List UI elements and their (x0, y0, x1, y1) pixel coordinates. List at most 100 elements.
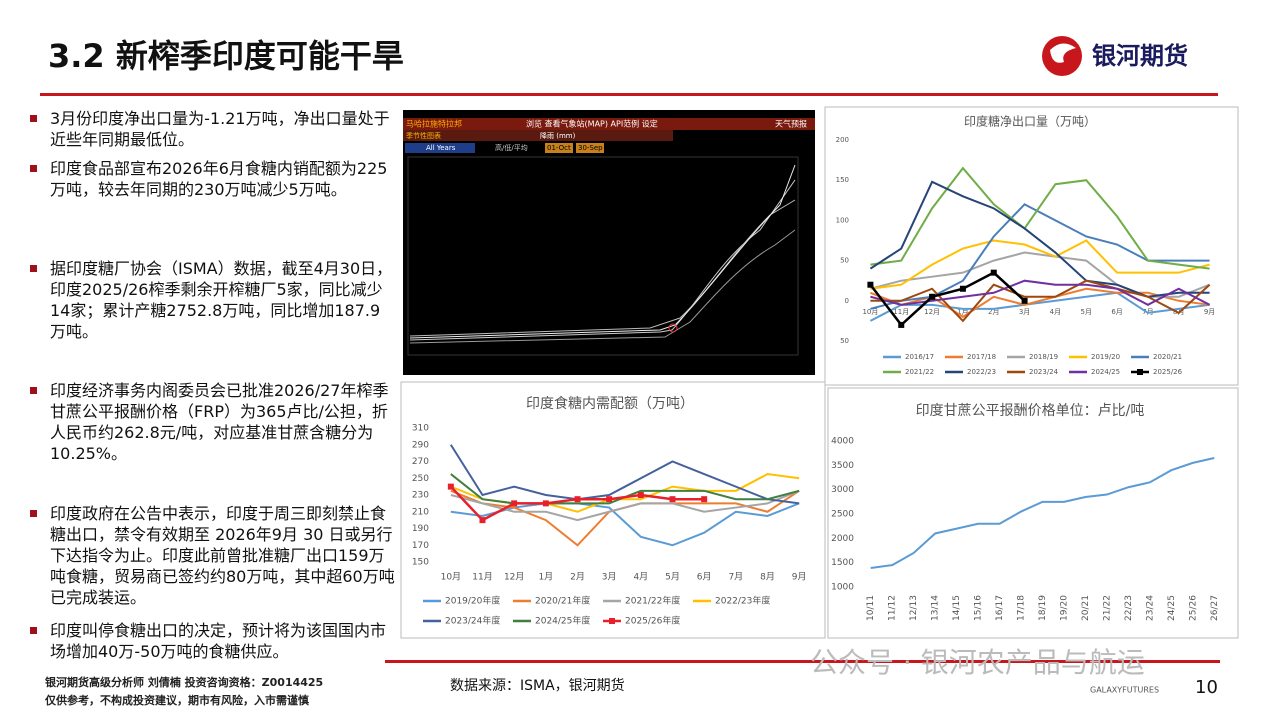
y-tick-label: 210 (412, 507, 429, 517)
x-tick-label: 20/21 (1081, 595, 1091, 621)
terminal-screenshot: 马哈拉施特拉邦 浏览 查看气象站(MAP) API范例 设定 天气预报 季节性图… (403, 110, 815, 375)
x-tick-label: 4月 (633, 572, 648, 583)
chart-frame (824, 106, 1239, 386)
legend-label: 2019/20年度 (445, 595, 500, 607)
series-marker (867, 281, 874, 288)
series-line (449, 444, 800, 505)
logo-text: 银河期货 (1092, 42, 1188, 70)
series-marker (542, 500, 549, 507)
footer-source: 数据来源：ISMA，银河期货 (450, 677, 625, 694)
x-tick-label: 3月 (602, 572, 617, 583)
x-tick-label: 23/24 (1145, 595, 1155, 621)
series-marker (1021, 297, 1028, 304)
x-tick-label: 8月 (760, 572, 775, 583)
legend-label: 2016/17 (905, 353, 934, 361)
y-tick-label: 290 (412, 440, 429, 450)
y-tick-label: 100 (836, 216, 849, 224)
x-tick-label: 21/22 (1102, 595, 1112, 621)
terminal-bar (403, 130, 673, 141)
terminal-marker (668, 323, 678, 333)
y-tick-label: 1000 (831, 583, 854, 593)
x-tick-label: 3月 (1019, 308, 1030, 316)
series-marker (479, 517, 486, 524)
x-tick-label: 10月 (862, 308, 878, 316)
x-tick-label: 14/15 (952, 595, 962, 621)
x-tick-label: 25/26 (1188, 595, 1198, 621)
x-tick-label: 10月 (441, 572, 461, 583)
terminal-field (545, 143, 573, 153)
legend-label: 2022/23 (967, 368, 996, 376)
y-tick-label: 0 (845, 297, 849, 305)
x-tick-label: 17/18 (1017, 595, 1027, 621)
x-tick-label: 15/16 (974, 595, 984, 621)
legend-marker (1137, 369, 1143, 375)
series-marker (637, 492, 644, 498)
legend-label: 2018/19 (1029, 353, 1058, 361)
legend-label: 2021/22 (905, 368, 934, 376)
x-tick-label: 2月 (570, 572, 585, 583)
terminal-tab (405, 143, 475, 153)
x-tick-label: 1月 (538, 572, 553, 583)
x-tick-label: 9月 (792, 572, 807, 583)
terminal-text: 01-Oct (547, 144, 571, 152)
y-tick-label: 170 (412, 541, 429, 551)
x-tick-label: 5月 (1081, 308, 1092, 316)
x-tick-label: 7月 (728, 572, 743, 583)
series-line (450, 489, 800, 522)
header-rule (40, 93, 1218, 96)
terminal-text: 季节性图表 (406, 131, 441, 140)
series-line (450, 502, 800, 547)
x-tick-label: 19/20 (1059, 595, 1069, 621)
y-tick-label: 50 (840, 257, 849, 265)
terminal-text: 天气预报 (775, 119, 807, 129)
y-tick-label: 1500 (831, 558, 854, 568)
y-tick-label: 2500 (831, 510, 854, 520)
y-tick-label: 190 (412, 524, 429, 534)
series-marker (447, 483, 454, 490)
series-marker (511, 500, 518, 507)
bullet: 印度政府在公告中表示，印度于周三即刻禁止食糖出口，禁令有效期至 2026年9月 … (30, 504, 395, 607)
legend-label: 2020/21年度 (535, 595, 590, 607)
y-tick-label: 2000 (831, 534, 854, 544)
bullet: 印度叫停食糖出口的决定，预计将为该国国内市场增加40万-50万吨的食糖供应。 (30, 620, 396, 662)
terminal-field (576, 143, 604, 153)
series-marker (669, 496, 676, 503)
y-tick-label: 3000 (831, 485, 854, 495)
y-tick-label: 200 (836, 136, 849, 144)
y-tick-label: 310 (412, 424, 429, 434)
series-marker (701, 496, 708, 503)
y-tick-label: 150 (412, 558, 429, 568)
chart-frame (827, 387, 1239, 639)
x-tick-label: 26/27 (1210, 595, 1220, 621)
x-tick-label: 16/17 (995, 595, 1005, 621)
legend-label: 2021/22年度 (625, 595, 680, 607)
footer-analyst: 银河期货高级分析师 刘倩楠 投资咨询资格：Z0014425 (45, 675, 323, 689)
x-tick-label: 12月 (924, 308, 940, 316)
x-tick-label: 10/11 (866, 595, 876, 621)
legend-label: 2025/26年度 (625, 615, 680, 627)
series-line (870, 251, 1210, 298)
series-line (870, 239, 1210, 290)
legend-label: 2024/25年度 (535, 615, 590, 627)
legend-label: 2020/21 (1153, 353, 1182, 361)
terminal-text: 30-Sep (578, 144, 603, 152)
terminal-text: 高/低/平均 (495, 143, 528, 152)
footer-brand: GALAXYFUTURES (1090, 686, 1159, 695)
footer-rule (385, 660, 1220, 663)
logo-swoosh (1050, 43, 1076, 63)
legend-marker (609, 618, 615, 624)
legend-label: 2023/24 (1029, 368, 1059, 376)
x-tick-label: 6月 (697, 572, 712, 583)
terminal-text: 马哈拉施特拉邦 (406, 119, 462, 129)
series-line (869, 271, 1026, 327)
chart-frame (400, 381, 826, 639)
series-line (870, 457, 1215, 570)
series-marker (929, 293, 936, 300)
watermark: 公众号 · 银河农产品与航运 (810, 646, 1145, 679)
terminal-bar (403, 118, 815, 130)
series-marker (959, 285, 966, 292)
series-marker (606, 496, 613, 503)
series-line (870, 279, 1211, 323)
series-marker (898, 321, 905, 328)
page-number: 10 (1195, 677, 1218, 698)
